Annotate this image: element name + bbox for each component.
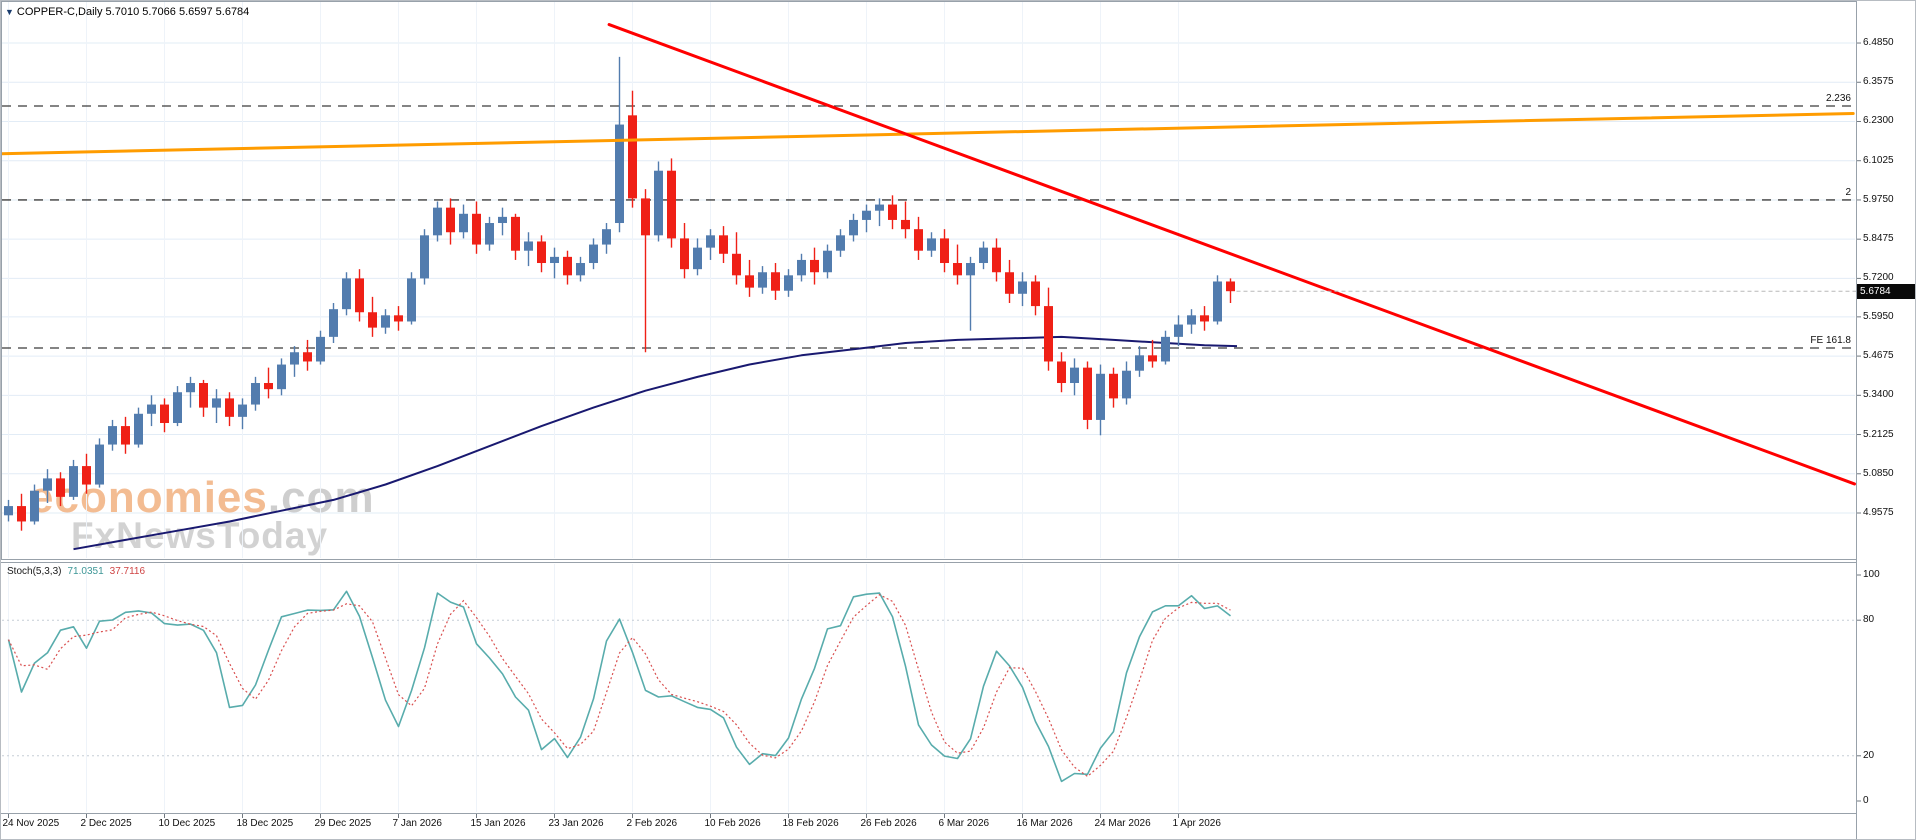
stochastic-name: Stoch(5,3,3) [7,566,62,577]
date-axis-label: 15 Jan 2026 [470,818,526,829]
price-axis-label: 5.9750 [1863,193,1894,205]
date-axis-label: 18 Feb 2026 [782,818,839,829]
price-axis-label: 5.7200 [1863,272,1894,284]
price-axis-label: 6.3575 [1863,76,1894,88]
current-price-tag: 5.6784 [1857,284,1915,300]
date-axis-label: 6 Mar 2026 [938,818,990,829]
stochastic-signal-value: 37.7116 [109,566,146,577]
watermark-subtitle: FxNewsToday [71,515,329,556]
date-axis-label: 23 Jan 2026 [548,818,604,829]
price-axis-label: 6.4850 [1863,37,1894,49]
stochastic-indicator-label: Stoch(5,3,3) 71.0351 37.7116 [7,566,145,577]
date-axis-label: 16 Mar 2026 [1016,818,1073,829]
price-axis-label: 5.8475 [1863,233,1894,245]
date-axis-label: 26 Feb 2026 [860,818,917,829]
price-axis-label: 6.1025 [1863,154,1894,166]
symbol-marker-icon: ▼ [5,7,14,17]
price-axis-label: 5.3400 [1863,389,1894,401]
date-axis-label: 24 Mar 2026 [1094,818,1151,829]
date-axis-label: 18 Dec 2025 [236,818,294,829]
price-axis-label: 5.2125 [1863,428,1894,440]
date-axis-label: 29 Dec 2025 [314,818,372,829]
price-axis-label: 6.2300 [1863,115,1894,127]
stoch-axis-label: 20 [1863,749,1875,761]
date-axis-label: 10 Feb 2026 [704,818,761,829]
price-axis-label: 5.5950 [1863,310,1894,322]
date-axis-label: 1 Apr 2026 [1172,818,1221,829]
date-axis-label: 2 Feb 2026 [626,818,678,829]
stoch-axis-label: 80 [1863,614,1875,626]
stochastic-main-value: 71.0351 [67,566,104,577]
price-axis-label: 5.0850 [1863,467,1894,479]
date-axis-label: 10 Dec 2025 [158,818,216,829]
time-axis[interactable]: 24 Nov 2025 2 Dec 2025 10 Dec 2025 18 Dec 2… [1,815,1856,839]
symbol-title: ▼ COPPER-C,Daily 5.7010 5.7066 5.6597 5.6… [5,6,249,18]
date-axis-label: 24 Nov 2025 [2,818,60,829]
stoch-axis-label: 0 [1863,795,1869,806]
stoch-axis-label: 100 [1863,569,1880,580]
symbol-title-text: COPPER-C,Daily 5.7010 5.7066 5.6597 5.67… [16,6,250,18]
price-axis-label: 4.9575 [1863,507,1894,518]
price-axis-label: 5.4675 [1863,350,1894,362]
date-axis-label: 2 Dec 2025 [80,818,132,829]
date-axis-label: 7 Jan 2026 [392,818,443,829]
price-axis[interactable]: 6.4850 6.3575 6.2300 6.1025 5.9750 5.8475 5.72… [1857,1,1915,839]
